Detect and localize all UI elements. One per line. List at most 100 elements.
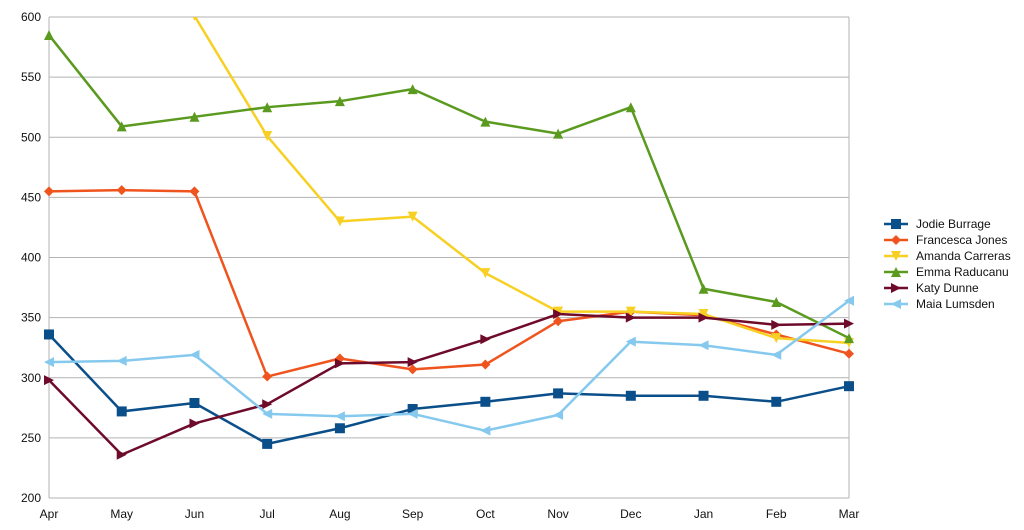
data-point-katy-dunne <box>844 318 854 329</box>
data-point-francesca-jones <box>262 371 273 382</box>
y-tick-label: 400 <box>21 251 41 265</box>
data-point-emma-raducanu <box>480 116 491 127</box>
legend-swatch-marker <box>891 299 901 309</box>
legend-item-emma-raducanu: Emma Raducanu <box>884 265 1009 279</box>
x-tick-label: Apr <box>40 507 59 521</box>
data-point-emma-raducanu <box>625 102 636 113</box>
series-katy-dunne <box>44 309 854 460</box>
data-point-amanda-carreras <box>480 268 491 279</box>
data-point-katy-dunne <box>334 358 345 369</box>
data-point-francesca-jones <box>189 186 200 197</box>
data-point-jodie-burrage <box>262 438 273 449</box>
x-tick-label: Dec <box>620 507 641 521</box>
x-tick-label: Sep <box>402 507 424 521</box>
data-point-maia-lumsden <box>553 410 564 421</box>
data-point-francesca-jones <box>553 316 564 327</box>
series-emma-raducanu <box>44 30 854 344</box>
data-point-francesca-jones <box>844 348 854 359</box>
data-point-jodie-burrage <box>116 406 127 417</box>
data-point-amanda-carreras <box>407 211 418 222</box>
data-point-jodie-burrage <box>625 390 636 401</box>
data-point-maia-lumsden <box>44 357 54 368</box>
data-point-maia-lumsden <box>698 340 709 351</box>
series-maia-lumsden <box>44 295 854 436</box>
data-point-maia-lumsden <box>771 349 782 360</box>
data-point-francesca-jones <box>407 364 418 375</box>
data-point-amanda-carreras <box>192 17 197 21</box>
legend-swatch-marker <box>891 283 901 293</box>
data-point-amanda-carreras <box>698 309 709 320</box>
y-tick-label: 600 <box>21 10 41 24</box>
series-line-katy-dunne <box>48 312 850 456</box>
data-point-maia-lumsden <box>407 408 418 419</box>
legend-item-francesca-jones: Francesca Jones <box>884 233 1007 247</box>
y-tick-label: 550 <box>21 70 41 84</box>
legend-swatch-marker <box>891 235 901 245</box>
y-tick-label: 300 <box>21 371 41 385</box>
data-point-emma-raducanu <box>262 102 273 113</box>
legend-label: Katy Dunne <box>916 281 979 295</box>
legend-item-katy-dunne: Katy Dunne <box>884 281 979 295</box>
data-point-katy-dunne <box>407 357 418 368</box>
x-tick-label: Jan <box>694 507 713 521</box>
data-point-katy-dunne <box>480 334 491 345</box>
data-point-jodie-burrage <box>407 404 418 415</box>
legend: Jodie Burrage Francesca Jones Amanda Carre… <box>884 217 1011 311</box>
legend-swatch-marker <box>891 251 901 261</box>
data-point-francesca-jones <box>480 359 491 370</box>
legend-label: Francesca Jones <box>916 233 1007 247</box>
series-line-emma-raducanu <box>48 34 850 340</box>
series-line-maia-lumsden <box>48 299 850 432</box>
series-jodie-burrage <box>44 329 854 449</box>
data-point-maia-lumsden <box>844 295 854 306</box>
data-point-amanda-carreras <box>771 333 782 344</box>
series-line-jodie-burrage <box>48 333 850 446</box>
data-point-maia-lumsden <box>189 349 200 360</box>
x-tick-label: Aug <box>329 507 350 521</box>
y-tick-labels: 200 250 300 350 400 450 500 550 600 <box>21 10 41 505</box>
legend-item-maia-lumsden: Maia Lumsden <box>884 297 995 311</box>
legend-label: Amanda Carreras <box>916 249 1011 263</box>
y-tick-label: 450 <box>21 190 41 204</box>
x-tick-label: May <box>110 507 133 521</box>
x-tick-label: Oct <box>476 507 495 521</box>
data-point-maia-lumsden <box>625 336 636 347</box>
data-point-jodie-burrage <box>844 381 854 392</box>
data-point-emma-raducanu <box>116 121 127 132</box>
y-tick-label: 500 <box>21 130 41 144</box>
data-point-francesca-jones <box>116 185 127 196</box>
data-point-jodie-burrage <box>771 396 782 407</box>
data-point-amanda-carreras <box>625 306 636 317</box>
data-point-amanda-carreras <box>334 216 345 227</box>
y-tick-label: 350 <box>21 311 41 325</box>
series-amanda-carreras <box>192 17 854 348</box>
data-point-jodie-burrage <box>698 390 709 401</box>
data-point-francesca-jones <box>44 186 54 197</box>
data-point-katy-dunne <box>698 312 709 323</box>
data-point-emma-raducanu <box>407 84 418 95</box>
x-tick-label: Jul <box>260 507 275 521</box>
data-point-emma-raducanu <box>189 111 200 122</box>
data-point-jodie-burrage <box>334 423 345 434</box>
legend-label: Maia Lumsden <box>916 297 995 311</box>
x-tick-label: Mar <box>839 507 860 521</box>
x-tick-label: Nov <box>547 507 568 521</box>
data-point-katy-dunne <box>771 319 782 330</box>
data-point-emma-raducanu <box>44 30 54 41</box>
data-point-maia-lumsden <box>262 408 273 419</box>
y-tick-label: 200 <box>21 491 41 505</box>
legend-swatch-marker <box>891 219 901 229</box>
data-point-emma-raducanu <box>771 296 782 307</box>
data-point-jodie-burrage <box>553 388 564 399</box>
data-point-maia-lumsden <box>116 355 127 366</box>
data-point-katy-dunne <box>116 449 127 460</box>
y-tick-label: 250 <box>21 431 41 445</box>
series-francesca-jones <box>44 185 854 382</box>
gridlines <box>49 16 849 499</box>
data-point-emma-raducanu <box>334 96 345 107</box>
data-point-amanda-carreras <box>262 131 273 142</box>
legend-label: Emma Raducanu <box>916 265 1009 279</box>
series-line-amanda-carreras <box>193 17 850 345</box>
x-tick-label: Jun <box>185 507 204 521</box>
